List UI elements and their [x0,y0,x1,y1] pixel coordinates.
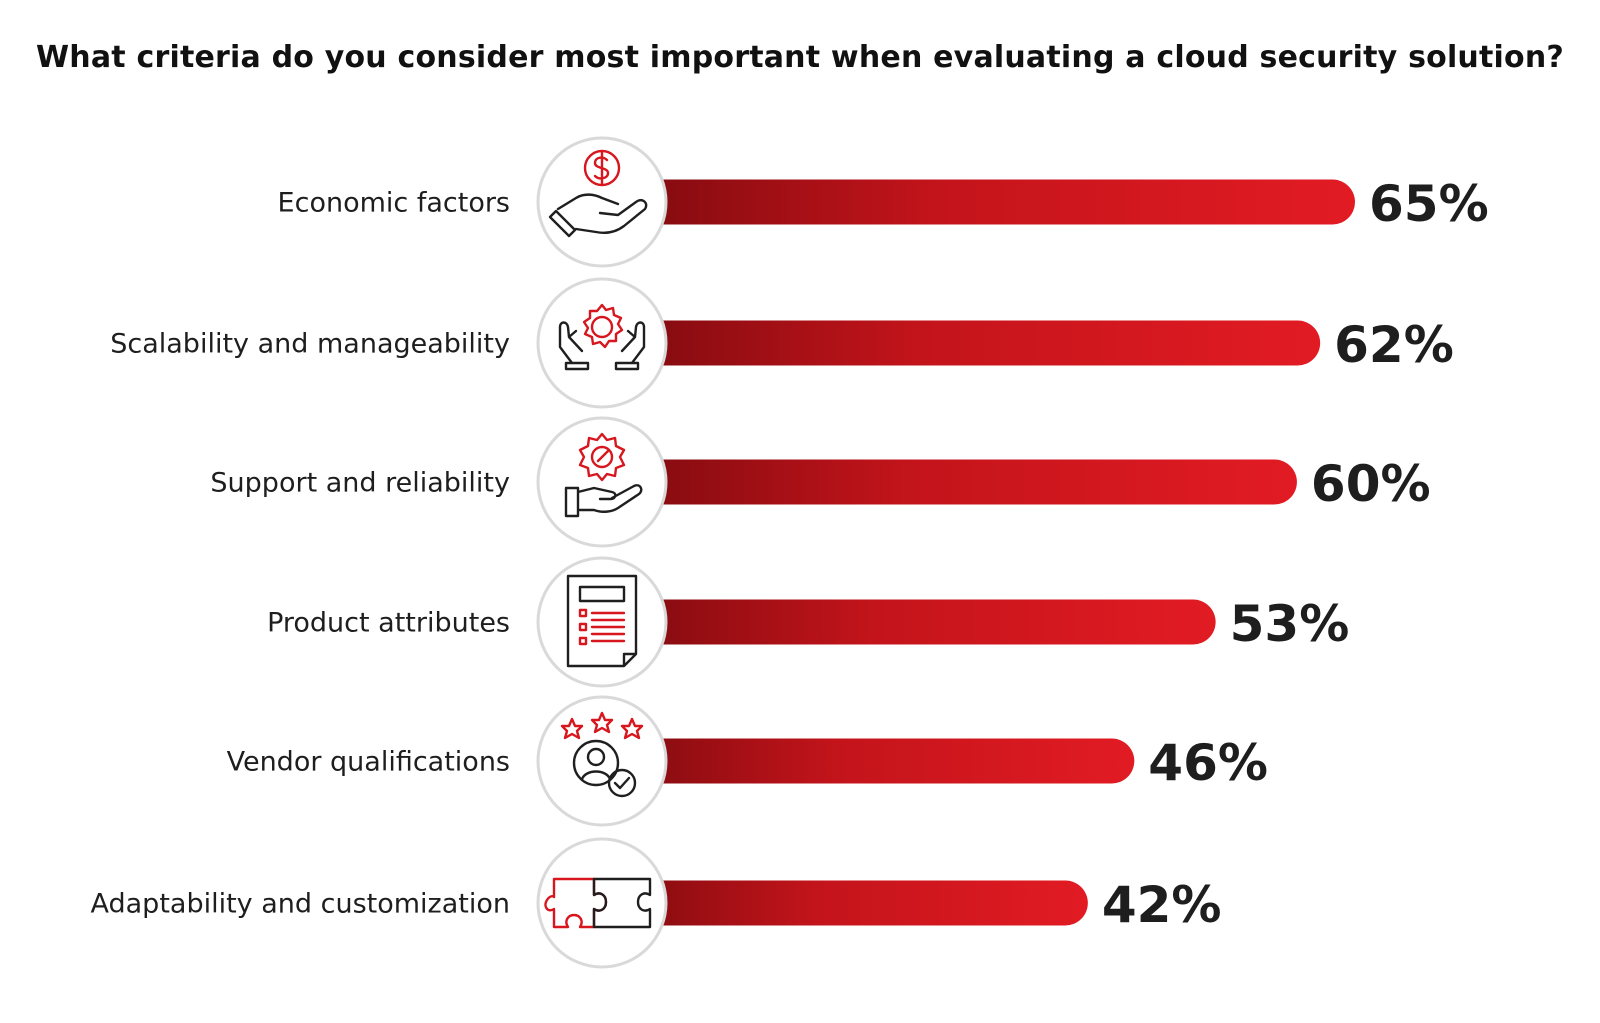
icon-circle [536,416,668,548]
bar-row: Support and reliability 60% [210,416,1431,548]
category-label: Economic factors [278,188,510,219]
category-label: Scalability and manageability [110,329,510,360]
category-label: Support and reliability [210,468,510,499]
bar [600,880,1088,926]
value-label: 62% [1334,316,1454,374]
chart-title: What criteria do you consider most impor… [36,40,1564,75]
bar-row: Scalability and manageability 62% [110,277,1454,409]
category-label: Adaptability and customization [91,889,511,920]
hands-gear-icon [558,303,646,371]
bar [600,459,1297,505]
value-label: 60% [1311,455,1431,513]
value-label: 42% [1102,876,1222,934]
user-stars-check-icon [560,711,644,798]
category-label: Vendor qualifications [227,747,510,778]
value-label: 53% [1230,595,1350,653]
value-label: 65% [1369,175,1489,233]
bar-row: Vendor qualifications 46% [227,695,1268,827]
icon-circle [536,837,668,969]
bar [600,320,1321,366]
bar [600,738,1135,784]
bar [600,599,1216,645]
bar-row: Product attributes 53% [267,556,1350,688]
hand-coin-icon [548,149,648,238]
bar-row: Economic factors 65% [278,136,1489,268]
bar [600,179,1355,225]
value-label: 46% [1148,734,1268,792]
hand-gear-wrench-icon [564,432,643,518]
category-label: Product attributes [267,608,510,639]
puzzle-pieces-icon [544,877,652,929]
document-list-icon [566,574,638,668]
bar-row: Adaptability and customization 42% [91,837,1222,969]
